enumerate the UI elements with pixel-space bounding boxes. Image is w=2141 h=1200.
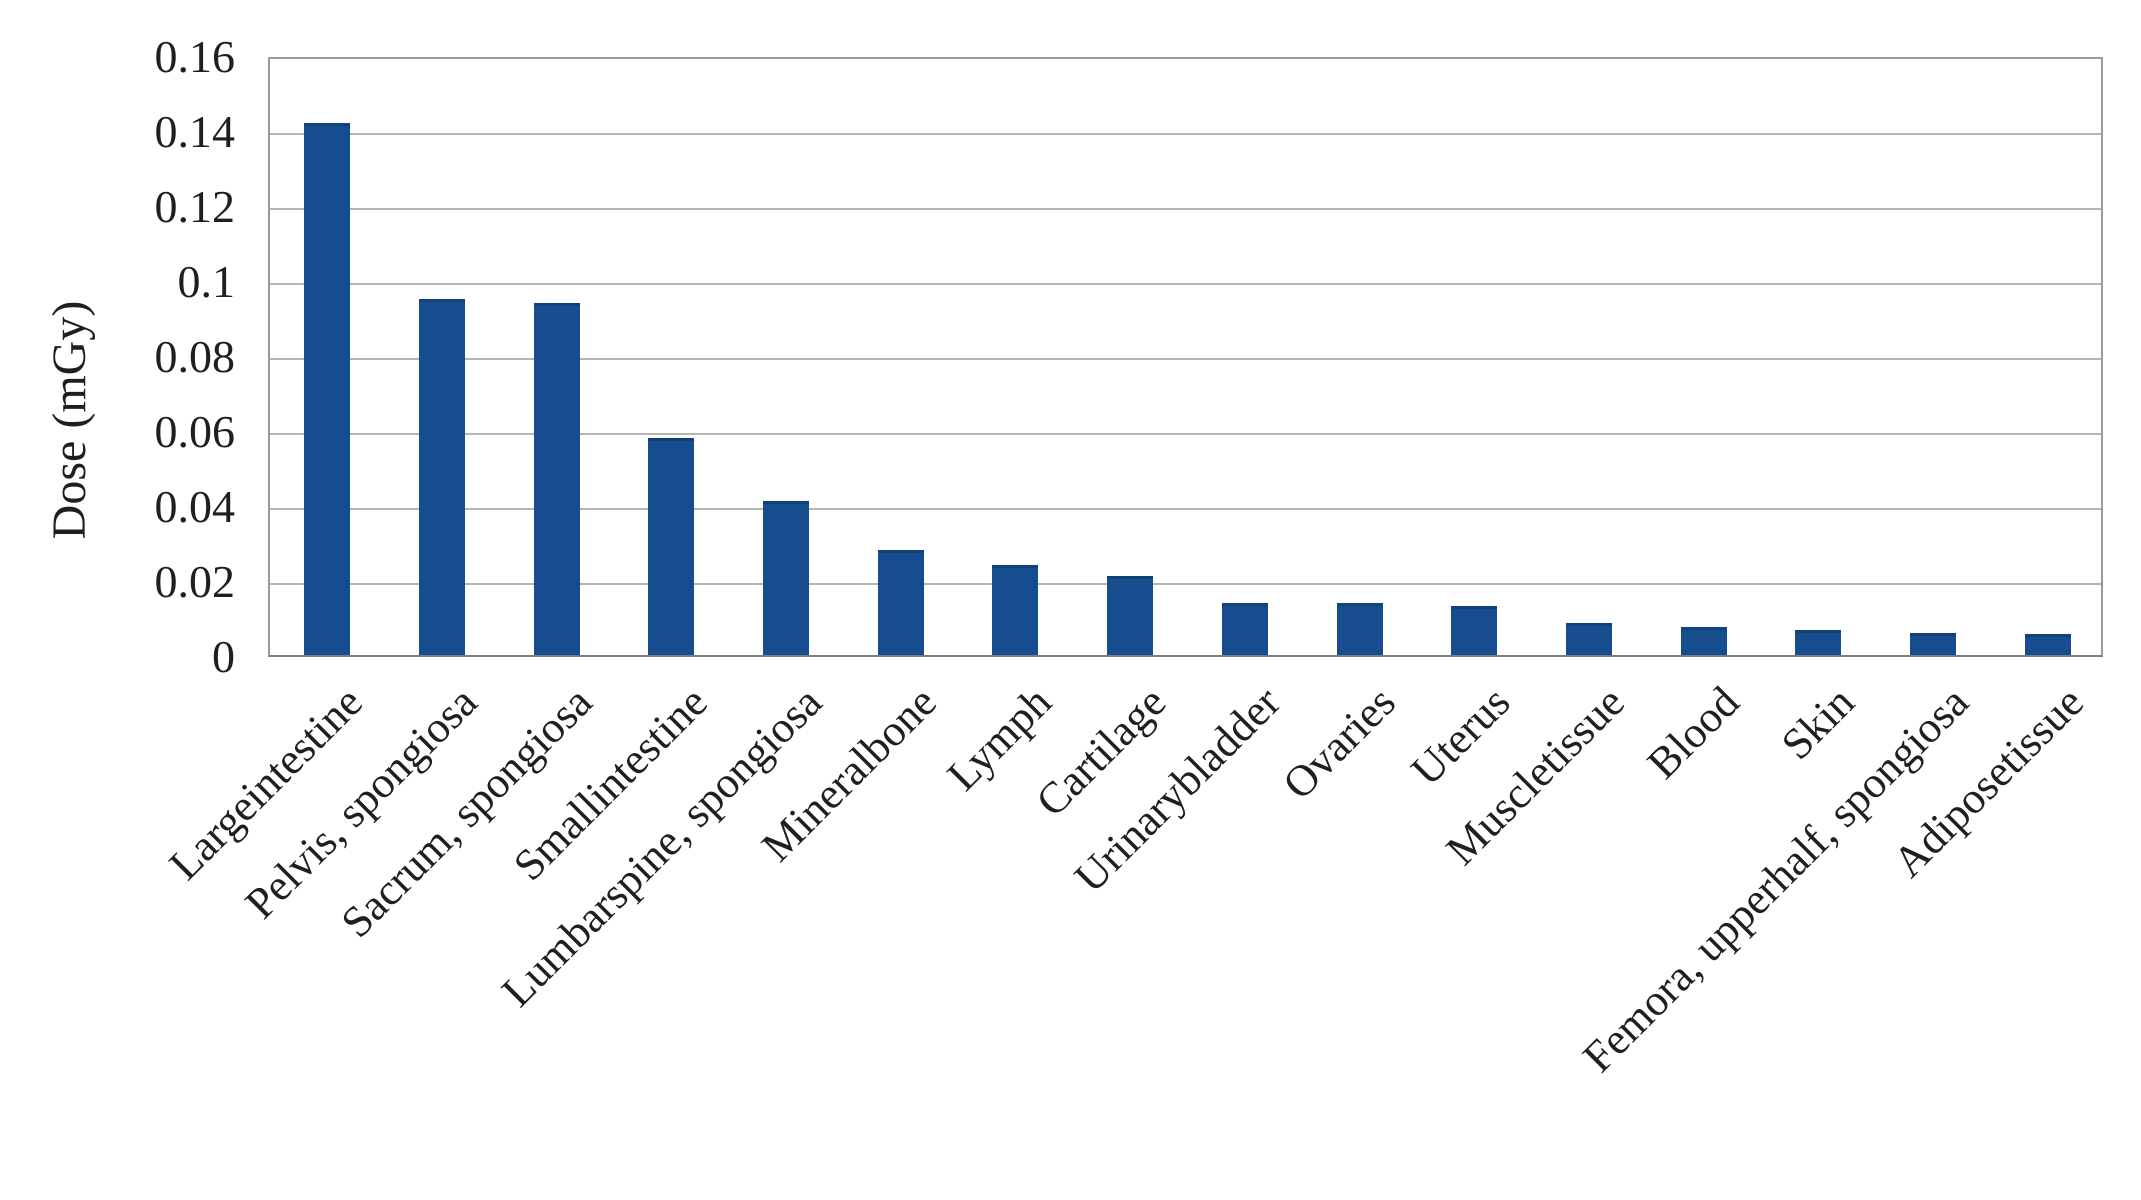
y-tick-label: 0.06 <box>154 406 236 457</box>
gridline-0.08 <box>270 358 2101 360</box>
bar-urinarybladder <box>1221 602 1268 655</box>
bar-femora-upperhalf-spongiosa <box>1909 632 1956 655</box>
bar-mineralbone <box>877 550 924 655</box>
bar-pelvis-spongiosa <box>419 298 466 655</box>
y-tick-label: 0.04 <box>154 481 236 532</box>
bar-skin <box>1795 630 1842 655</box>
y-tick-label: 0.12 <box>154 181 236 232</box>
bar-lymph <box>992 565 1039 655</box>
x-category-label: Ovaries <box>1273 677 1405 809</box>
gridline-0.04 <box>270 508 2101 510</box>
y-tick-label: 0.16 <box>154 31 236 82</box>
bar-cartilage <box>1107 576 1154 655</box>
bar-adiposetissue <box>2024 634 2071 655</box>
y-tick-label: 0.1 <box>177 256 236 307</box>
y-axis-title: Dose (mGy) <box>43 300 96 540</box>
bar-largeintestine <box>304 122 351 655</box>
y-tick-label: 0 <box>212 631 235 682</box>
gridline-0.02 <box>270 583 2101 585</box>
x-category-label: Urinarybladder <box>1065 677 1290 902</box>
x-category-label: Blood <box>1637 677 1749 789</box>
y-tick-label: 0.14 <box>154 106 236 157</box>
bar-muscletissue <box>1565 623 1612 655</box>
gridline-0.14 <box>270 133 2101 135</box>
bar-uterus <box>1451 606 1498 655</box>
bar-sacrum-spongiosa <box>533 302 580 655</box>
bar-blood <box>1680 626 1727 655</box>
plot-area <box>268 57 2103 657</box>
y-tick-label: 0.08 <box>154 331 236 382</box>
bar-ovaries <box>1336 603 1383 655</box>
x-category-label: Skin <box>1771 677 1864 770</box>
y-tick-label: 0.02 <box>154 556 236 607</box>
gridline-0.06 <box>270 433 2101 435</box>
gridline-0.12 <box>270 208 2101 210</box>
bar-smallintestine <box>648 437 695 655</box>
bar-lumbarspine-spongiosa <box>763 501 810 655</box>
gridline-0.1 <box>270 283 2101 285</box>
